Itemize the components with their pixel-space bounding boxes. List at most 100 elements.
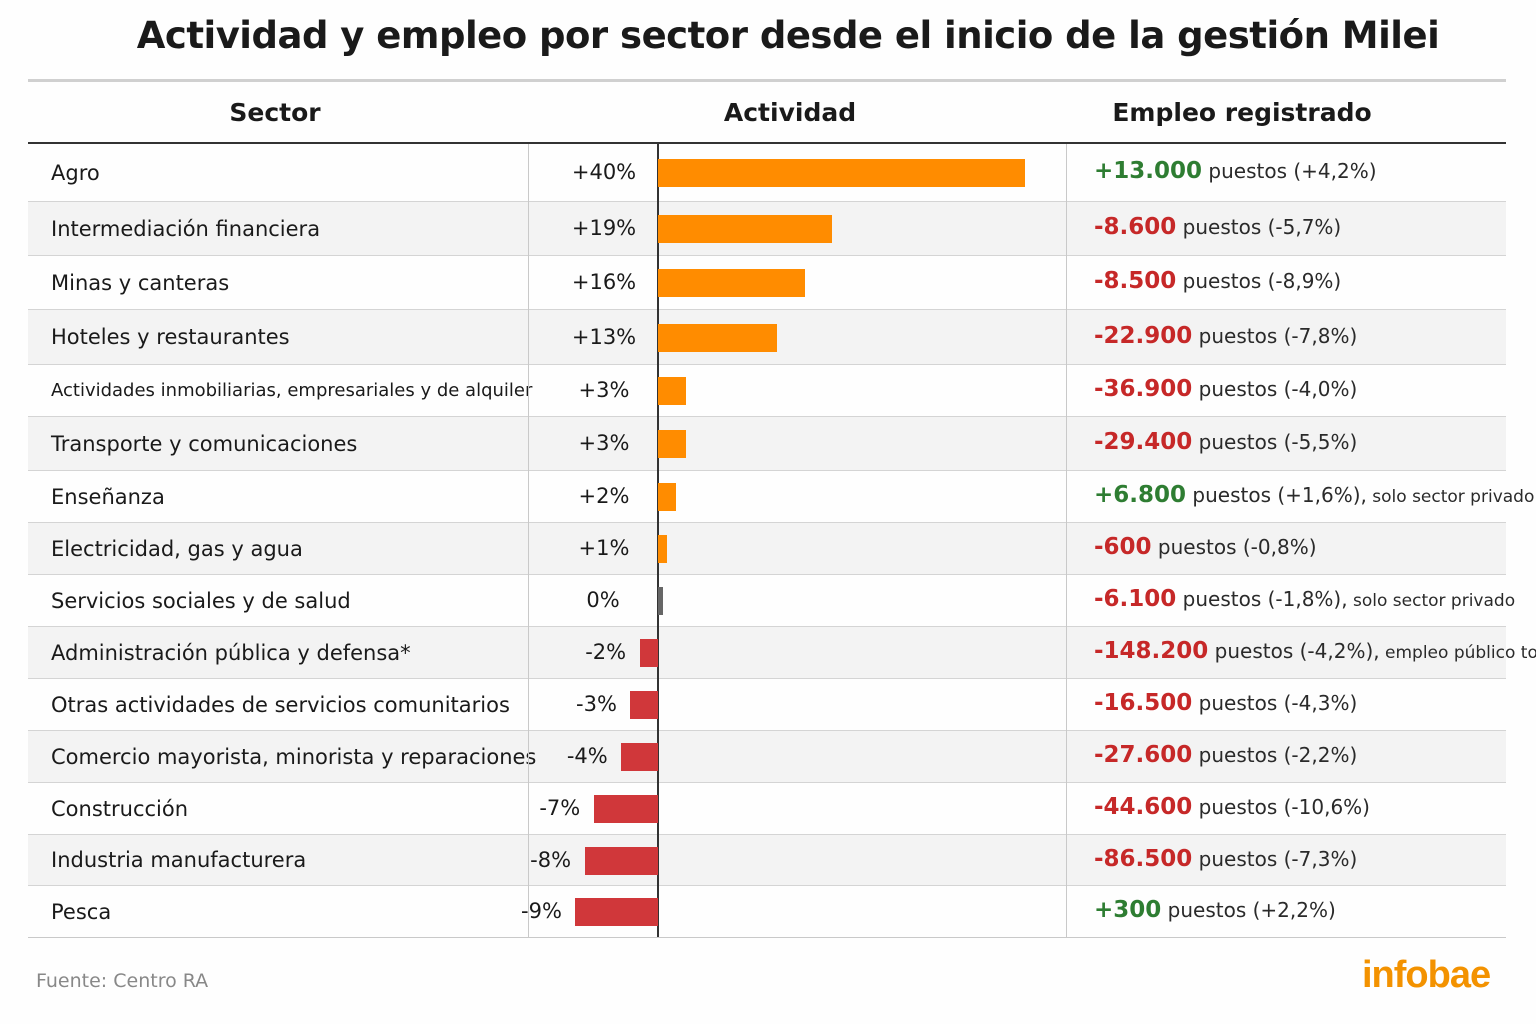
activity-bar — [658, 377, 686, 405]
employment-detail: puestos (-4,2%), — [1208, 639, 1380, 663]
activity-bar — [639, 639, 658, 667]
sector-label: Otras actividades de servicios comunitar… — [51, 692, 510, 717]
table-row: Otras actividades de servicios comunitar… — [28, 679, 1506, 731]
source-note: Fuente: Centro RA — [36, 970, 209, 992]
employment-cell: -8.600 puestos (-5,7%) — [1094, 214, 1341, 240]
activity-value-label: -4% — [566, 744, 608, 768]
employment-change: +300 — [1094, 897, 1162, 923]
top-rule — [28, 79, 1506, 82]
employment-detail: puestos (-1,8%), — [1176, 587, 1348, 611]
sector-label: Comercio mayorista, minorista y reparaci… — [51, 744, 537, 769]
employment-change: -86.500 — [1094, 845, 1193, 872]
table-row: Electricidad, gas y agua — [28, 523, 1506, 575]
activity-bar — [658, 535, 668, 563]
activity-value-label: +16% — [571, 270, 637, 294]
employment-change: -27.600 — [1094, 742, 1193, 768]
employment-detail: puestos (-0,8%) — [1151, 535, 1317, 559]
employment-change: -36.900 — [1094, 376, 1193, 402]
table-row: Enseñanza — [28, 471, 1506, 523]
sector-label: Minas y canteras — [51, 270, 230, 295]
sector-label: Transporte y comunicaciones — [51, 431, 358, 456]
employment-detail: puestos (+2,2%) — [1161, 898, 1336, 922]
activity-bar — [575, 898, 658, 926]
employment-detail: puestos (-5,5%) — [1192, 430, 1358, 454]
employment-change: -16.500 — [1094, 690, 1193, 716]
sector-label: Administración pública y defensa* — [51, 640, 411, 665]
employment-detail: puestos (-4,0%) — [1192, 377, 1358, 401]
activity-value-label: 0% — [586, 588, 620, 612]
activity-value-label: -9% — [521, 899, 562, 923]
employment-cell: -8.500 puestos (-8,9%) — [1094, 268, 1341, 294]
employment-change: -148.200 — [1094, 638, 1209, 664]
activity-value-label: +40% — [571, 160, 637, 184]
sector-label: Industria manufacturera — [51, 848, 307, 872]
table-row: Minas y canteras — [28, 256, 1506, 310]
infobae-logo: infobae — [1362, 954, 1491, 996]
column-divider-employment — [1066, 144, 1067, 938]
activity-value-label: +13% — [571, 324, 637, 349]
employment-cell: +13.000 puestos (+4,2%) — [1094, 158, 1377, 184]
employment-cell: -22.900 puestos (-7,8%) — [1094, 323, 1357, 349]
table-row: Industria manufacturera — [28, 835, 1506, 886]
employment-change: -8.600 — [1094, 214, 1177, 240]
header-employment: Empleo registrado — [1112, 98, 1372, 127]
chart-title: Actividad y empleo por sector desde el i… — [136, 14, 1440, 57]
employment-cell: -16.500 puestos (-4,3%) — [1094, 690, 1357, 716]
activity-value-label: -8% — [530, 847, 572, 872]
activity-bar — [658, 159, 1025, 187]
activity-bar — [658, 269, 805, 297]
table-row: Transporte y comunicaciones — [28, 417, 1506, 471]
sector-label: Intermediación financiera — [51, 216, 321, 241]
employment-change: +13.000 — [1094, 158, 1203, 184]
table-row: Agro — [28, 144, 1506, 202]
sector-label: Hoteles y restaurantes — [51, 325, 290, 349]
employment-cell: -148.200 puestos (-4,2%), empleo público… — [1094, 638, 1536, 664]
employment-detail: puestos (-8,9%) — [1176, 269, 1342, 293]
table-row: Administración pública y defensa* — [28, 627, 1506, 679]
employment-detail: puestos (-5,7%) — [1176, 215, 1342, 239]
activity-value-label: +3% — [578, 431, 630, 455]
header-rule — [28, 142, 1506, 144]
activity-bar — [658, 483, 677, 511]
employment-change: +6.800 — [1094, 482, 1187, 508]
activity-value-label: +19% — [571, 216, 637, 240]
employment-note: empleo público total — [1385, 643, 1536, 663]
activity-bar — [593, 795, 658, 823]
activity-value-label: -3% — [576, 692, 617, 716]
column-divider-sector — [528, 144, 529, 938]
employment-cell: +6.800 puestos (+1,6%), solo sector priv… — [1094, 482, 1534, 508]
employment-cell: -36.900 puestos (-4,0%) — [1094, 376, 1357, 402]
activity-bar — [658, 323, 778, 352]
employment-change: -44.600 — [1094, 794, 1193, 820]
sector-label: Pesca — [51, 899, 112, 924]
employment-note: solo sector privado — [1366, 487, 1535, 507]
sector-label: Electricidad, gas y agua — [51, 536, 303, 561]
employment-cell: -29.400 puestos (-5,5%) — [1094, 429, 1357, 455]
employment-note: solo sector privado — [1347, 591, 1516, 611]
employment-detail: puestos (-7,3%) — [1192, 846, 1358, 871]
sector-label: Servicios sociales y de salud — [51, 588, 351, 613]
activity-bar — [658, 587, 663, 615]
employment-change: -8.500 — [1094, 268, 1177, 294]
activity-value-label: +1% — [578, 536, 630, 560]
activity-bar — [658, 215, 833, 243]
activity-value-label: +2% — [578, 484, 630, 508]
bottom-rule — [28, 937, 1506, 938]
table-row: Comercio mayorista, minorista y reparaci… — [28, 731, 1506, 783]
activity-bar — [621, 743, 658, 771]
employment-detail: puestos (-10,6%) — [1192, 795, 1370, 819]
employment-cell: -86.500 puestos (-7,3%) — [1094, 846, 1357, 872]
employment-cell: -600 puestos (-0,8%) — [1094, 534, 1317, 560]
activity-bar — [658, 430, 686, 458]
table-row: Actividades inmobiliarias, empresariales… — [28, 365, 1506, 417]
activity-value-label: -7% — [539, 796, 581, 820]
header-sector: Sector — [229, 98, 321, 127]
employment-change: -6.100 — [1094, 586, 1177, 612]
table-row: Construcción — [28, 783, 1506, 835]
sector-label: Agro — [51, 160, 100, 185]
sector-label: Enseñanza — [51, 484, 165, 509]
employment-detail: puestos (-2,2%) — [1192, 743, 1358, 767]
table-row: Servicios sociales y de salud — [28, 575, 1506, 627]
employment-detail: puestos (+1,6%), — [1186, 483, 1367, 507]
employment-cell: -6.100 puestos (-1,8%), solo sector priv… — [1094, 586, 1515, 612]
